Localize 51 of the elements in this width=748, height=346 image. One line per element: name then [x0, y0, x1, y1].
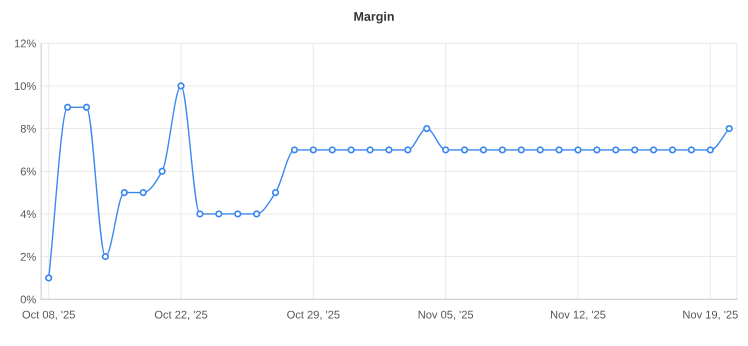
point [593, 146, 601, 154]
x-tick-label: Oct 22, '25 [154, 310, 208, 320]
point [460, 146, 468, 154]
point [650, 146, 658, 154]
point [536, 146, 544, 154]
y-tick-label: 10% [14, 82, 36, 90]
point [310, 146, 317, 154]
point [631, 146, 638, 154]
point [177, 82, 185, 90]
x-tick-label: Nov 12, '25 [550, 310, 606, 320]
point [480, 146, 488, 154]
point [726, 124, 733, 132]
x-tick-label: Oct 29, '25 [287, 310, 340, 320]
point [272, 188, 280, 196]
point [442, 146, 450, 154]
point [290, 146, 298, 154]
point [385, 146, 393, 154]
point [498, 146, 506, 154]
point [706, 146, 714, 154]
point [328, 146, 336, 154]
point [668, 146, 676, 154]
point [688, 146, 696, 154]
point [366, 146, 374, 154]
point [234, 210, 242, 218]
point [253, 210, 260, 218]
point [120, 188, 128, 196]
point [518, 146, 525, 154]
point [158, 168, 166, 175]
y-tick-label: 4% [20, 210, 36, 218]
point [45, 274, 52, 282]
chart-title: Margin [354, 12, 394, 24]
point [140, 188, 147, 196]
y-tick-label: 6% [20, 168, 36, 176]
y-tick-label: 8% [20, 124, 36, 133]
point [102, 253, 110, 260]
point [215, 210, 222, 218]
y-tick-label: 12% [14, 40, 36, 48]
x-tick-label: Nov 19, '25 [683, 310, 738, 320]
point [404, 146, 412, 154]
point [196, 210, 204, 218]
x-tick-label: Nov 05, '25 [418, 310, 474, 320]
y-tick-label: 0% [20, 296, 36, 304]
y-tick-label: 2% [20, 252, 36, 261]
point [574, 146, 582, 154]
point [423, 124, 430, 132]
point [348, 146, 355, 154]
x-tick-label: Oct 08, '25 [22, 310, 75, 320]
point [555, 146, 563, 154]
point [82, 104, 90, 111]
point [612, 146, 620, 154]
point [64, 104, 72, 111]
